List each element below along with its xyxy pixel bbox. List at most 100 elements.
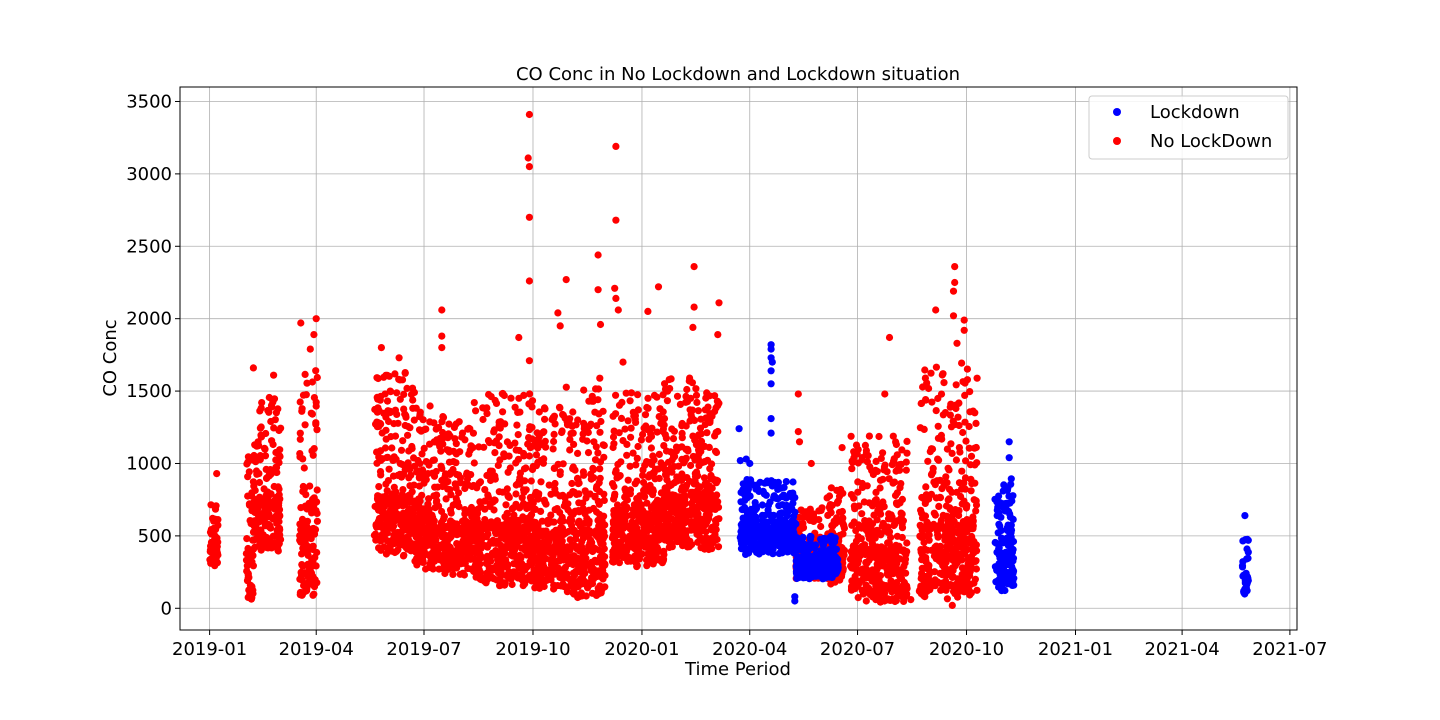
data-point: [411, 501, 419, 510]
data-point: [264, 488, 272, 496]
data-point: [382, 426, 390, 434]
data-point: [610, 482, 618, 491]
data-point: [545, 575, 553, 583]
data-point: [872, 488, 880, 496]
data-point: [619, 358, 627, 366]
data-point: [516, 551, 524, 560]
data-point: [298, 576, 306, 584]
data-point: [612, 216, 620, 224]
data-point: [558, 428, 566, 437]
data-point: [296, 429, 304, 437]
data-point: [520, 465, 529, 473]
data-point: [612, 294, 620, 302]
data-point: [386, 387, 394, 395]
data-point: [609, 412, 617, 420]
data-point: [464, 549, 472, 557]
data-point: [244, 458, 252, 466]
data-point: [430, 419, 438, 427]
data-point: [629, 449, 637, 457]
data-point: [517, 570, 526, 578]
data-point: [390, 518, 398, 527]
data-point: [601, 583, 609, 591]
data-point: [650, 391, 659, 399]
data-point: [600, 441, 608, 450]
data-point: [668, 456, 676, 464]
data-point: [650, 469, 658, 477]
data-point: [647, 444, 656, 452]
data-point: [599, 407, 607, 415]
data-point: [571, 557, 579, 566]
data-point: [817, 506, 825, 515]
data-point: [861, 517, 869, 525]
data-point: [695, 445, 703, 453]
data-point: [449, 501, 457, 509]
data-point: [927, 369, 935, 377]
data-point: [520, 452, 528, 460]
data-point: [494, 537, 502, 545]
data-point: [303, 505, 311, 513]
data-point: [483, 410, 491, 418]
data-point: [649, 452, 657, 460]
data-point: [474, 530, 482, 538]
data-point: [749, 531, 758, 539]
data-point: [407, 471, 415, 479]
data-point: [927, 471, 936, 479]
data-point: [942, 473, 950, 481]
data-point: [653, 428, 661, 436]
data-point: [476, 560, 484, 568]
data-point: [876, 506, 884, 514]
data-point: [972, 507, 980, 515]
data-point: [473, 508, 481, 516]
data-point: [794, 390, 802, 398]
data-point: [313, 373, 321, 382]
data-point: [479, 415, 487, 424]
data-point: [408, 384, 417, 392]
data-point: [885, 333, 894, 342]
data-point: [476, 543, 484, 551]
data-point: [312, 367, 320, 375]
data-point: [528, 560, 536, 568]
data-point: [679, 474, 687, 482]
data-point: [244, 492, 252, 500]
data-point: [817, 522, 825, 531]
data-point: [399, 502, 407, 510]
data-point: [827, 580, 835, 588]
data-point: [711, 392, 719, 400]
data-point: [426, 440, 434, 448]
data-point: [269, 440, 277, 449]
data-point: [306, 482, 314, 490]
data-point: [689, 509, 697, 517]
data-point: [531, 491, 539, 499]
data-point: [838, 444, 846, 452]
data-point: [594, 385, 603, 393]
data-point: [524, 440, 532, 448]
data-point: [554, 309, 562, 317]
data-point: [415, 482, 423, 490]
data-point: [748, 545, 757, 553]
data-point: [592, 569, 600, 577]
data-point: [799, 524, 808, 532]
data-point: [850, 502, 859, 510]
data-point: [598, 561, 606, 569]
data-point: [261, 452, 270, 460]
data-point: [596, 320, 605, 329]
data-point: [795, 438, 804, 446]
data-point: [441, 532, 450, 540]
data-point: [265, 520, 273, 529]
data-point: [370, 531, 378, 539]
data-point: [868, 467, 876, 475]
data-point: [298, 591, 306, 599]
data-point: [455, 489, 463, 497]
data-point: [570, 509, 578, 517]
data-point: [531, 518, 540, 527]
data-point: [265, 510, 273, 518]
data-point: [840, 546, 849, 555]
data-point: [565, 517, 573, 526]
data-point: [960, 316, 968, 324]
data-point: [705, 443, 713, 451]
data-point: [936, 542, 945, 550]
data-point: [655, 450, 663, 458]
data-point: [422, 476, 430, 484]
data-point: [682, 422, 690, 430]
data-point: [549, 445, 557, 453]
